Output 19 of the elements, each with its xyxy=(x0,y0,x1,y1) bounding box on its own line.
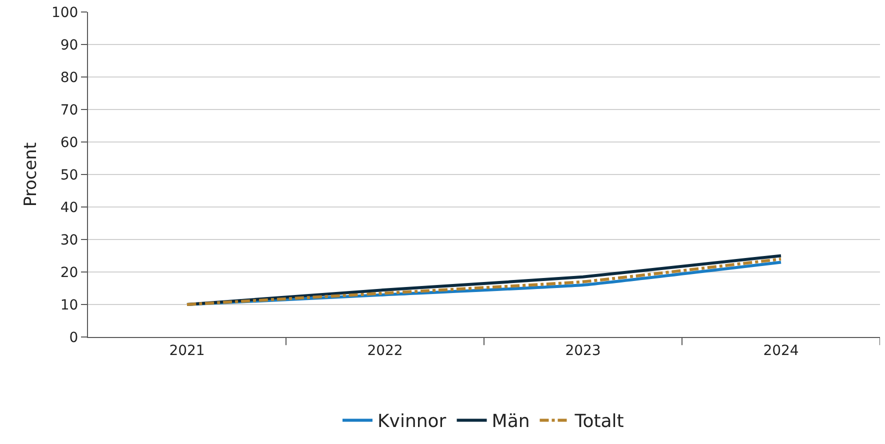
y-tick-label: 30 xyxy=(60,232,78,248)
x-tick-label: 2022 xyxy=(367,342,403,359)
legend-label: Män xyxy=(492,411,530,432)
y-tick-label: 0 xyxy=(69,330,78,346)
y-tick-label: 10 xyxy=(60,297,78,314)
legend-label: Kvinnor xyxy=(378,411,447,432)
y-tick-label: 50 xyxy=(60,167,78,184)
x-tick-label: 2021 xyxy=(169,342,205,359)
y-tick-label: 40 xyxy=(60,200,78,216)
y-axis-title: Procent xyxy=(21,142,42,207)
y-tick-label: 90 xyxy=(60,37,78,54)
y-tick-label: 20 xyxy=(60,264,78,281)
y-tick-label: 100 xyxy=(51,4,78,21)
x-tick-label: 2023 xyxy=(565,342,601,359)
y-tick-label: 70 xyxy=(60,102,78,118)
x-tick-label: 2024 xyxy=(763,342,799,359)
y-tick-label: 80 xyxy=(60,70,78,86)
y-tick-label: 60 xyxy=(60,134,78,151)
legend-label: Totalt xyxy=(574,411,624,432)
